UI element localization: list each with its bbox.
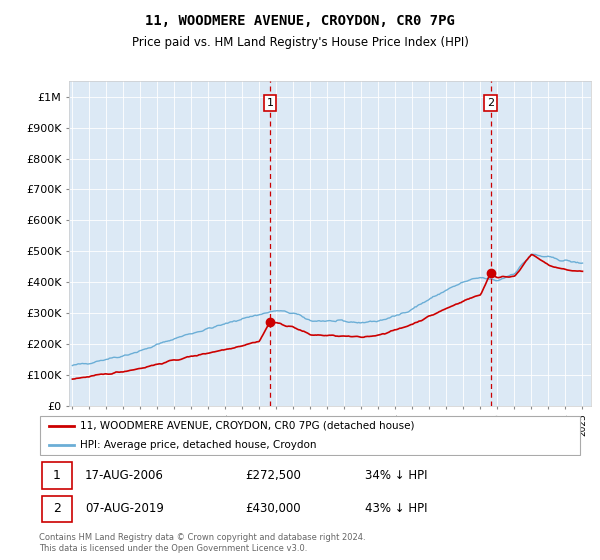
Text: HPI: Average price, detached house, Croydon: HPI: Average price, detached house, Croy… (80, 440, 316, 450)
Text: 34% ↓ HPI: 34% ↓ HPI (365, 469, 427, 482)
Text: 11, WOODMERE AVENUE, CROYDON, CR0 7PG (detached house): 11, WOODMERE AVENUE, CROYDON, CR0 7PG (d… (80, 421, 414, 431)
FancyBboxPatch shape (40, 416, 580, 455)
Text: 43% ↓ HPI: 43% ↓ HPI (365, 502, 427, 515)
Text: £430,000: £430,000 (245, 502, 301, 515)
Text: 2: 2 (487, 98, 494, 108)
Text: 2: 2 (53, 502, 61, 515)
FancyBboxPatch shape (42, 462, 71, 488)
Text: 1: 1 (266, 98, 274, 108)
Text: 1: 1 (53, 469, 61, 482)
FancyBboxPatch shape (42, 496, 71, 522)
Text: 07-AUG-2019: 07-AUG-2019 (85, 502, 164, 515)
Text: Price paid vs. HM Land Registry's House Price Index (HPI): Price paid vs. HM Land Registry's House … (131, 36, 469, 49)
Text: £272,500: £272,500 (245, 469, 301, 482)
Text: Contains HM Land Registry data © Crown copyright and database right 2024.
This d: Contains HM Land Registry data © Crown c… (39, 533, 365, 553)
Text: 11, WOODMERE AVENUE, CROYDON, CR0 7PG: 11, WOODMERE AVENUE, CROYDON, CR0 7PG (145, 14, 455, 28)
Text: 17-AUG-2006: 17-AUG-2006 (85, 469, 164, 482)
